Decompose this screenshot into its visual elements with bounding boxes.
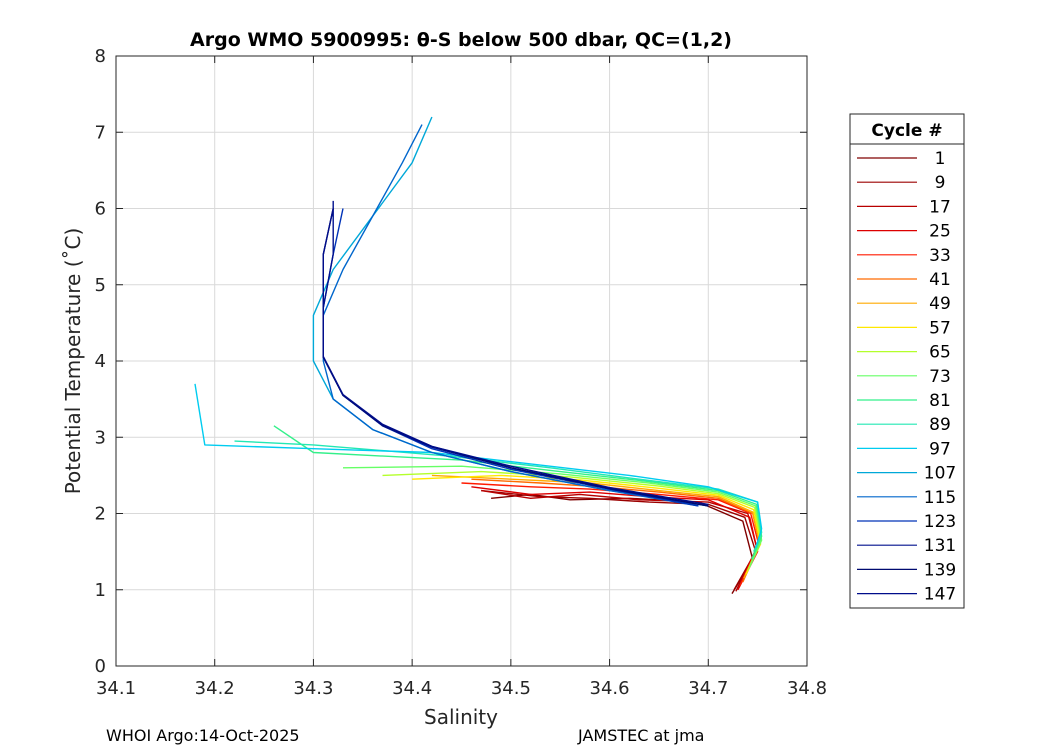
legend-label: 57 [929, 318, 951, 338]
legend-label: 107 [924, 464, 956, 484]
x-tick-label: 34.3 [293, 678, 333, 699]
legend-label: 115 [924, 488, 956, 508]
legend-label: 17 [929, 197, 951, 217]
legend-label: 81 [929, 391, 951, 411]
legend-label: 123 [924, 512, 956, 532]
legend-label: 41 [929, 270, 951, 290]
y-tick-label: 4 [95, 351, 106, 372]
y-tick-label: 7 [95, 122, 106, 143]
chart-title: Argo WMO 5900995: θ-S below 500 dbar, QC… [190, 29, 732, 51]
legend-label: 73 [929, 367, 951, 387]
y-tick-label: 6 [95, 199, 106, 220]
x-tick-label: 34.4 [392, 678, 432, 699]
legend-label: 65 [929, 343, 951, 363]
legend-label: 1 [935, 149, 946, 169]
y-tick-label: 1 [95, 580, 106, 601]
y-tick-label: 3 [95, 427, 106, 448]
x-tick-label: 34.5 [491, 678, 531, 699]
x-axis-label: Salinity [424, 705, 498, 729]
y-tick-label: 8 [95, 46, 106, 67]
y-tick-label: 2 [95, 504, 106, 525]
figure: 34.1 34.2 34.3 34.4 34.5 34.6 34.7 34.8 0 1 2 3 4 5 6 7… [0, 0, 1050, 750]
legend: Cycle # 1 9 17 25 33 41 49 57 65 73 81 89 97 107 115 12… [850, 114, 964, 608]
ts-plot: 34.1 34.2 34.3 34.4 34.5 34.6 34.7 34.801234567… [0, 0, 1050, 750]
legend-label: 139 [924, 560, 956, 580]
legend-label: 49 [929, 294, 951, 314]
y-tick-label: 5 [95, 275, 106, 296]
footer-right: JAMSTEC at jma [578, 726, 704, 745]
x-tick-label: 34.2 [195, 678, 235, 699]
x-tick-label: 34.8 [787, 678, 827, 699]
legend-label: 89 [929, 415, 951, 435]
footer-left: WHOI Argo:14-Oct-2025 [106, 726, 300, 745]
x-tick-label: 34.7 [688, 678, 728, 699]
legend-label: 25 [929, 222, 951, 242]
y-axis-label: Potential Temperature (˚C) [61, 228, 85, 495]
legend-label: 147 [924, 585, 956, 605]
legend-label: 97 [929, 439, 951, 459]
x-tick-label: 34.6 [590, 678, 630, 699]
legend-title: Cycle # [871, 121, 942, 141]
legend-label: 9 [935, 173, 946, 193]
legend-label: 131 [924, 536, 956, 556]
legend-label: 33 [929, 246, 951, 266]
y-tick-label: 0 [95, 656, 106, 677]
x-tick-label: 34.1 [96, 678, 136, 699]
